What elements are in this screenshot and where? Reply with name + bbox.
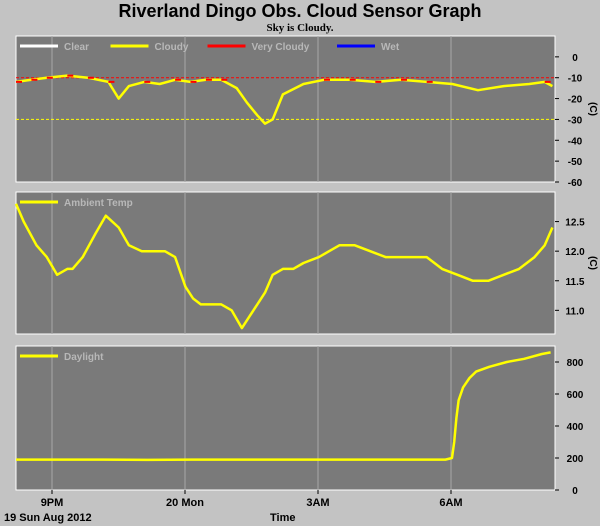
y-tick-label: 12.0 xyxy=(565,247,585,258)
y-tick-label: 11.5 xyxy=(566,277,585,288)
y-tick-label: 12.5 xyxy=(565,218,585,229)
date-label: 19 Sun Aug 2012 xyxy=(4,512,92,524)
legend-label: Very Cloudy xyxy=(252,42,310,53)
x-axis-label: Time xyxy=(270,512,296,524)
sky-status: Sky is Cloudy. xyxy=(266,22,334,34)
y-tick-label: 400 xyxy=(567,422,584,433)
legend-label: Clear xyxy=(64,42,89,53)
series-line-ambient xyxy=(14,203,554,330)
panel-daylight xyxy=(15,345,559,491)
x-tick-label: 3AM xyxy=(306,497,329,509)
panel-cloud xyxy=(15,35,559,183)
y-tick-label: -30 xyxy=(568,115,583,126)
legend-label: Ambient Temp xyxy=(64,198,133,209)
y-tick-label: -40 xyxy=(568,136,583,147)
plot-area xyxy=(15,345,556,491)
plot-area xyxy=(15,191,556,335)
legend-label: Daylight xyxy=(64,352,104,363)
legend-label: Wet xyxy=(381,42,400,53)
series-line-cloud xyxy=(15,74,553,125)
y-tick-label: -20 xyxy=(568,95,583,106)
very-cloudy-segments xyxy=(16,74,551,83)
plot-area xyxy=(15,35,556,183)
y-axis-label: (C) xyxy=(587,256,598,270)
page-title: Riverland Dingo Obs. Cloud Sensor Graph xyxy=(118,1,482,21)
y-tick-label: 11.0 xyxy=(566,306,585,317)
x-tick-label: 9PM xyxy=(41,497,64,509)
y-axis-label: (C) xyxy=(587,102,598,116)
series-line-daylight xyxy=(16,351,551,462)
y-tick-label: -60 xyxy=(568,178,583,189)
y-tick-label: -10 xyxy=(568,74,583,85)
y-tick-label: 0 xyxy=(572,486,578,497)
y-tick-label: 200 xyxy=(567,454,584,465)
x-tick-label: 6AM xyxy=(439,497,462,509)
legend-label: Cloudy xyxy=(155,42,189,53)
y-tick-label: -50 xyxy=(568,157,583,168)
x-tick-label: 20 Mon xyxy=(166,497,204,509)
panel-ambient xyxy=(14,191,559,335)
y-tick-label: 0 xyxy=(572,53,578,64)
y-tick-label: 600 xyxy=(567,390,584,401)
y-tick-label: 800 xyxy=(567,358,584,369)
